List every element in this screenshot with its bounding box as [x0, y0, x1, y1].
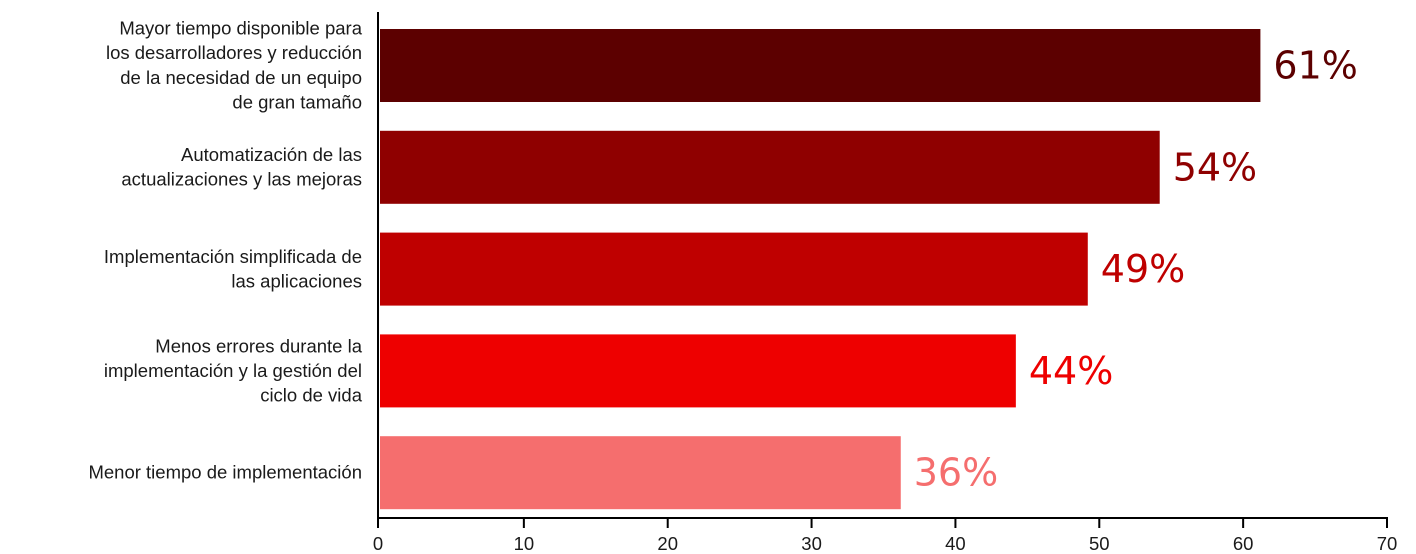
bar-3 [380, 232, 1088, 306]
data-label-3: 49% [1101, 247, 1185, 291]
x-tick-label-50: 50 [1089, 533, 1110, 554]
x-axis-ticks-group: 0 10 20 30 40 50 60 70 [373, 518, 1397, 554]
bar-5 [380, 436, 901, 510]
category-label-2: Automatización de las actualizaciones y l… [121, 144, 362, 190]
category-labels-group: Mayor tiempo disponible para los desarrol… [88, 18, 362, 483]
x-tick-label-60: 60 [1233, 533, 1254, 554]
bar-4 [380, 334, 1016, 408]
data-label-4: 44% [1029, 349, 1113, 393]
x-tick-label-10: 10 [514, 533, 535, 554]
bar-2 [380, 130, 1160, 204]
category-label-5: Menor tiempo de implementación [88, 462, 362, 483]
bar-1 [380, 29, 1261, 102]
category-label-3: Implementación simplificada de las aplica… [104, 246, 362, 292]
category-label-4: Menos errores durante la implementación y… [104, 335, 363, 405]
data-label-5: 36% [914, 451, 998, 495]
x-tick-label-20: 20 [657, 533, 678, 554]
x-tick-label-40: 40 [945, 533, 966, 554]
data-label-1: 61% [1273, 44, 1357, 88]
x-tick-label-70: 70 [1377, 533, 1398, 554]
bars-group [380, 29, 1261, 510]
category-label-1: Mayor tiempo disponible para los desarrol… [106, 18, 363, 113]
x-tick-label-0: 0 [373, 533, 383, 554]
data-label-2: 54% [1173, 145, 1257, 189]
x-tick-label-30: 30 [801, 533, 822, 554]
data-labels-group: 61% 54% 49% 44% 36% [914, 44, 1358, 495]
